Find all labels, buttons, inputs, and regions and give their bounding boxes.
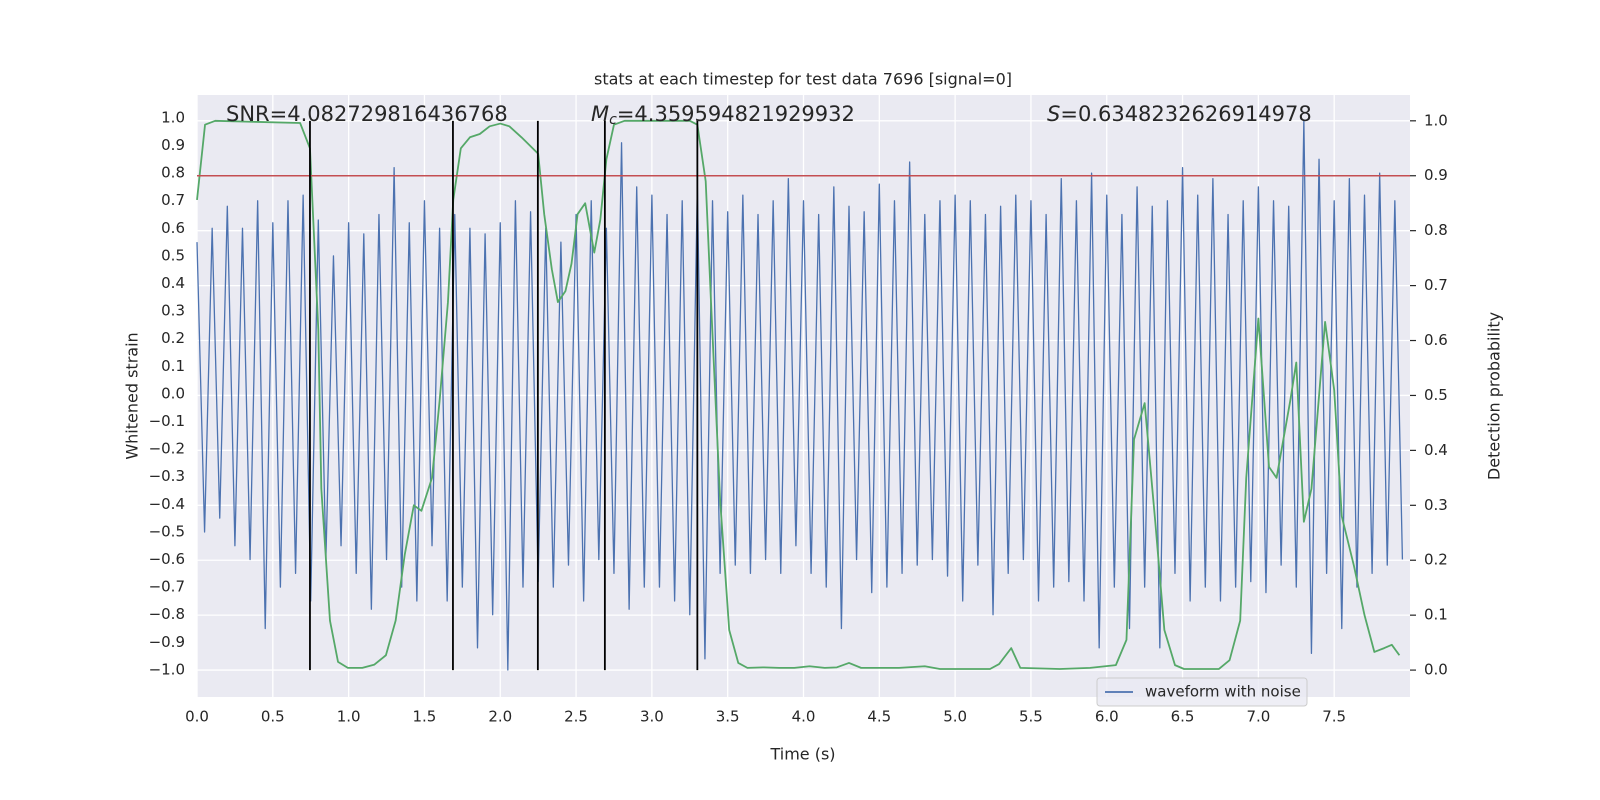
y-tick-label: 1.0 (161, 108, 185, 126)
x-tick-label: 3.0 (640, 708, 664, 726)
x-tick-label: 7.0 (1246, 708, 1270, 726)
legend: waveform with noise (1096, 677, 1308, 707)
y-tick-label: 0.6 (161, 219, 185, 237)
y-tick-label: 0.5 (161, 246, 185, 264)
x-tick-label: 4.5 (867, 708, 891, 726)
y-tick-label: 0.7 (161, 191, 185, 209)
y-tick-label: −0.3 (149, 467, 185, 485)
x-tick-label: 5.5 (1019, 708, 1043, 726)
annotation: S=0.6348232626914978 (1047, 102, 1312, 126)
y-tick-label: 0.3 (161, 302, 185, 320)
y-tick-label: 0.2 (161, 329, 185, 347)
y2-tick-label: 0.9 (1424, 166, 1448, 184)
x-tick-label: 6.0 (1095, 708, 1119, 726)
y2-tick-label: 0.2 (1424, 551, 1448, 569)
chart-title: stats at each timestep for test data 769… (594, 70, 1012, 89)
y2-tick-label: 0.0 (1424, 661, 1448, 679)
x-tick-label: 0.5 (261, 708, 285, 726)
y-tick-label: −0.2 (149, 440, 185, 458)
x-tick-label: 2.0 (488, 708, 512, 726)
y2-tick-label: 1.0 (1424, 111, 1448, 129)
y-tick-label: −0.6 (149, 550, 185, 568)
x-tick-label: 5.0 (943, 708, 967, 726)
legend-box (1096, 677, 1308, 707)
x-tick-label: 1.5 (413, 708, 437, 726)
y2-tick-label: 0.8 (1424, 221, 1448, 239)
annotation-text: =4.359594821929932 (617, 102, 855, 126)
x-axis-label: Time (s) (769, 745, 835, 764)
series-line (196, 120, 1404, 671)
x-tick-label: 2.5 (564, 708, 588, 726)
annotation: SNR=4.082729816436768 (226, 102, 508, 126)
y-tick-label: 0.0 (161, 384, 185, 402)
y-tick-label: 0.8 (161, 164, 185, 182)
y2-axis-label: Detection probability (1485, 312, 1504, 480)
annotation-text: =0.6348232626914978 (1060, 102, 1311, 126)
x-tick-label: 6.5 (1171, 708, 1195, 726)
marks (196, 119, 1410, 671)
x-tick-label: 7.5 (1322, 708, 1346, 726)
y-tick-label: −0.7 (149, 578, 185, 596)
y-tick-label: −0.1 (149, 412, 185, 430)
series-line (196, 119, 1401, 670)
annotation-symbol: M (591, 102, 609, 126)
x-tick-label: 0.0 (185, 708, 209, 726)
y-tick-label: −0.9 (149, 633, 185, 651)
y-tick-label: 0.9 (161, 136, 185, 154)
annotation-subscript: c (609, 112, 617, 128)
y-tick-label: −0.8 (149, 605, 185, 623)
y-tick-label: −1.0 (149, 660, 185, 678)
legend-label: waveform with noise (1145, 683, 1301, 701)
y-tick-label: 0.4 (161, 274, 185, 292)
annotation: Mc=4.359594821929932 (591, 102, 855, 128)
y2-tick-label: 0.5 (1424, 386, 1448, 404)
y2-tick-label: 0.7 (1424, 276, 1448, 294)
x-tick-label: 4.0 (792, 708, 816, 726)
y-tick-label: −0.5 (149, 522, 185, 540)
y-axis-label: Whitened strain (123, 332, 142, 459)
annotation-symbol: S (1047, 102, 1060, 126)
y2-tick-label: 0.6 (1424, 331, 1448, 349)
y-tick-label: −0.4 (149, 495, 185, 513)
y2-tick-label: 0.3 (1424, 496, 1448, 514)
y2-tick-label: 0.1 (1424, 606, 1448, 624)
x-tick-label: 1.0 (337, 708, 361, 726)
x-tick-label: 3.5 (716, 708, 740, 726)
y2-tick-label: 0.4 (1424, 441, 1448, 459)
y-tick-label: 0.1 (161, 357, 185, 375)
